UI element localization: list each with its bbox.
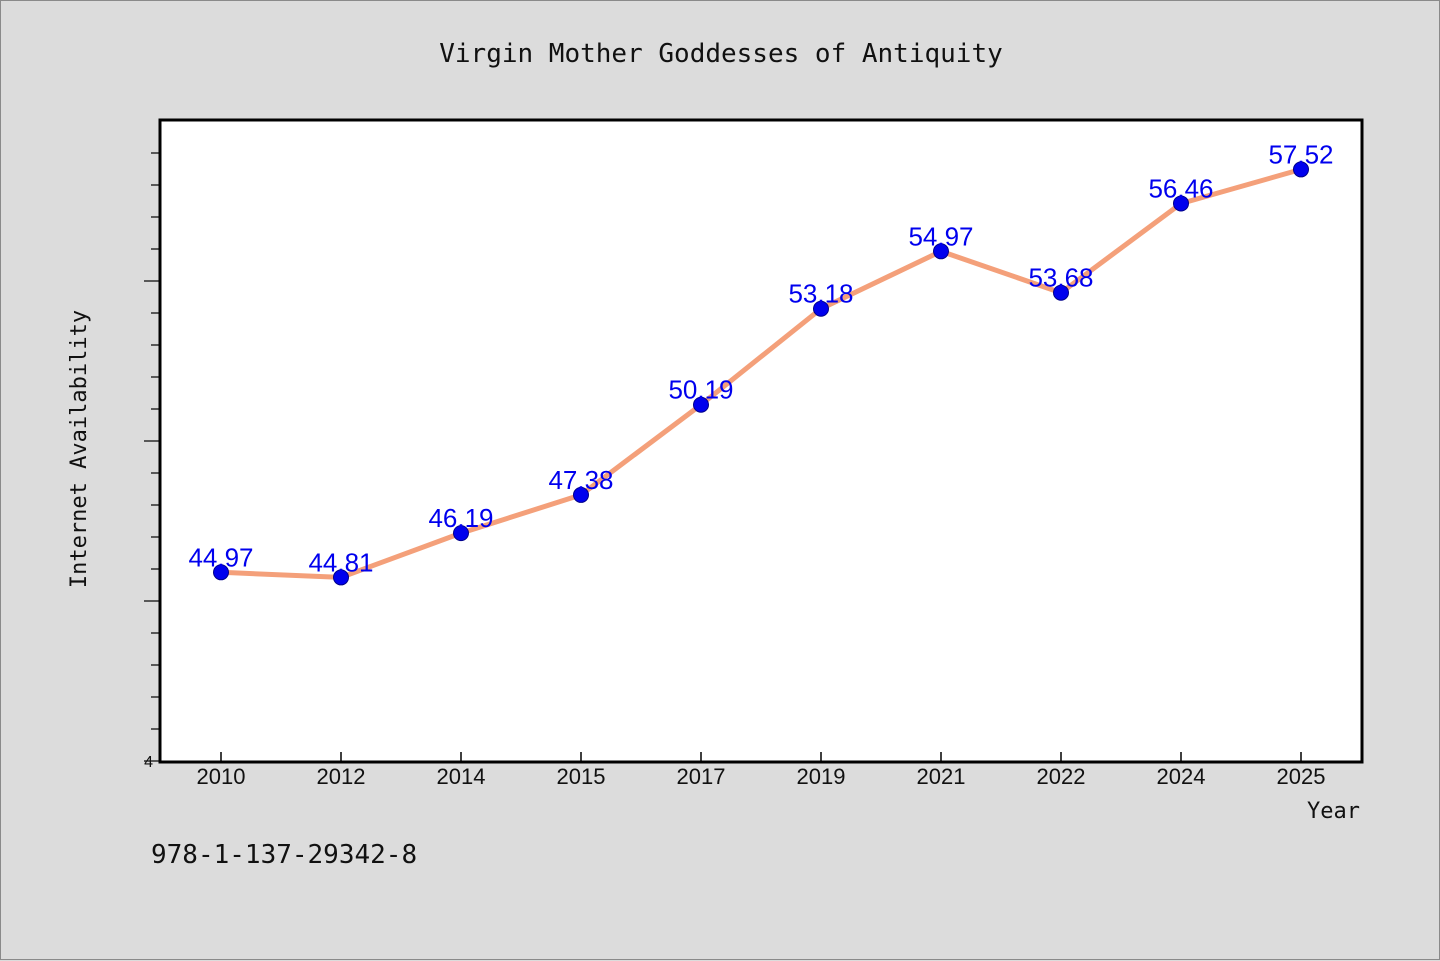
x-axis-label: Year bbox=[1307, 799, 1360, 824]
plot-area bbox=[158, 118, 1364, 764]
x-tick-label: 2019 bbox=[797, 764, 846, 789]
x-tick-label: 2025 bbox=[1277, 764, 1326, 789]
data-point-marker bbox=[333, 569, 349, 586]
data-point-marker bbox=[1053, 284, 1069, 301]
data-point-marker bbox=[693, 396, 709, 413]
data-point-marker bbox=[933, 243, 949, 260]
data-point-marker bbox=[1173, 195, 1189, 212]
x-tick-label: 2024 bbox=[1157, 764, 1206, 789]
x-tick-label: 2017 bbox=[677, 764, 726, 789]
data-points bbox=[213, 161, 1309, 586]
isbn-text: 978-1-137-29342-8 bbox=[151, 840, 417, 870]
data-label: 44.97 bbox=[188, 542, 253, 572]
data-point-marker bbox=[1293, 161, 1309, 178]
data-point-marker bbox=[813, 300, 829, 317]
data-label: 57.52 bbox=[1268, 139, 1333, 169]
data-label: 44.81 bbox=[308, 547, 373, 577]
data-label: 46.19 bbox=[428, 503, 493, 533]
y-tick-label: 4 bbox=[144, 754, 153, 771]
data-labels: 44.97 44.81 46.19 47.38 50.19 53.18 54.97 53.68… bbox=[188, 139, 1333, 577]
x-tick-label: 2012 bbox=[317, 764, 366, 789]
chart-title: Virgin Mother Goddesses of Antiquity bbox=[439, 39, 1003, 69]
series-line bbox=[218, 166, 1304, 580]
data-point-marker bbox=[573, 486, 589, 503]
x-tick-label: 2010 bbox=[197, 764, 246, 789]
y-axis-label: Internet Availability bbox=[67, 310, 92, 588]
data-label: 47.38 bbox=[548, 465, 613, 495]
data-point-marker bbox=[213, 564, 229, 581]
x-axis-tick-labels: 2010 2012 2014 2015 2017 2019 2021 2022 2024 2025 bbox=[197, 764, 1326, 789]
x-tick-label: 2022 bbox=[1037, 764, 1086, 789]
x-tick-label: 2021 bbox=[917, 764, 966, 789]
data-label: 54.97 bbox=[908, 221, 973, 251]
data-label: 53.18 bbox=[788, 279, 853, 309]
x-tick-label: 2015 bbox=[557, 764, 606, 789]
data-label: 53.68 bbox=[1028, 263, 1093, 293]
data-point-marker bbox=[453, 525, 469, 542]
data-label: 56.46 bbox=[1148, 173, 1213, 203]
y-axis-ticks bbox=[144, 152, 160, 762]
data-label: 50.19 bbox=[668, 375, 733, 405]
x-tick-label: 2014 bbox=[437, 764, 486, 789]
x-axis-ticks bbox=[220, 752, 1302, 762]
